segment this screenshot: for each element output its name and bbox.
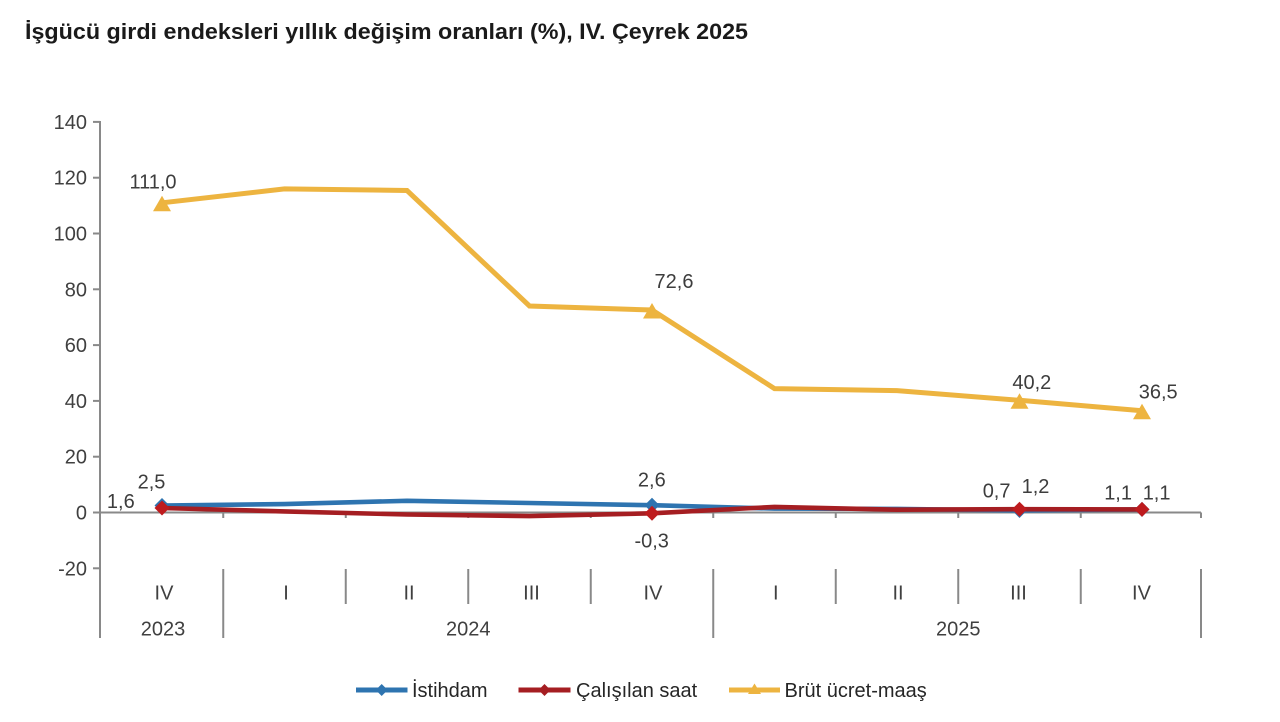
svg-text:1,1: 1,1 bbox=[1104, 483, 1132, 505]
svg-text:140: 140 bbox=[54, 112, 87, 134]
svg-text:40: 40 bbox=[65, 391, 87, 413]
svg-text:-20: -20 bbox=[58, 558, 87, 580]
svg-text:2023: 2023 bbox=[141, 619, 186, 641]
svg-text:Brüt ücret-maaş: Brüt ücret-maaş bbox=[785, 680, 927, 702]
svg-text:100: 100 bbox=[54, 224, 87, 246]
svg-text:IV: IV bbox=[1132, 583, 1152, 605]
svg-text:İstihdam: İstihdam bbox=[412, 679, 488, 702]
svg-text:-0,3: -0,3 bbox=[634, 531, 668, 553]
svg-text:1,2: 1,2 bbox=[1022, 476, 1050, 498]
svg-text:2,6: 2,6 bbox=[638, 470, 666, 492]
svg-text:IV: IV bbox=[644, 583, 664, 605]
svg-text:0,7: 0,7 bbox=[983, 481, 1011, 503]
svg-text:İşgücü girdi endeksleri yıllık: İşgücü girdi endeksleri yıllık değişim o… bbox=[25, 19, 748, 44]
svg-text:36,5: 36,5 bbox=[1139, 382, 1178, 404]
svg-text:Çalışılan saat: Çalışılan saat bbox=[576, 680, 698, 702]
svg-text:III: III bbox=[1010, 583, 1027, 605]
svg-text:111,0: 111,0 bbox=[129, 172, 176, 194]
svg-text:80: 80 bbox=[65, 279, 87, 301]
svg-text:1,6: 1,6 bbox=[107, 491, 135, 513]
svg-text:2,5: 2,5 bbox=[138, 472, 166, 494]
svg-text:IV: IV bbox=[155, 583, 175, 605]
svg-text:II: II bbox=[892, 583, 903, 605]
svg-text:120: 120 bbox=[54, 168, 87, 190]
svg-text:1,1: 1,1 bbox=[1143, 483, 1171, 505]
svg-text:72,6: 72,6 bbox=[655, 271, 694, 293]
svg-text:0: 0 bbox=[76, 503, 87, 525]
svg-text:II: II bbox=[403, 583, 414, 605]
svg-text:40,2: 40,2 bbox=[1012, 372, 1051, 394]
svg-text:2025: 2025 bbox=[936, 619, 981, 641]
svg-text:I: I bbox=[283, 583, 289, 605]
svg-text:20: 20 bbox=[65, 447, 87, 469]
svg-text:III: III bbox=[523, 583, 540, 605]
svg-text:2024: 2024 bbox=[446, 619, 491, 641]
svg-text:I: I bbox=[773, 583, 779, 605]
svg-text:60: 60 bbox=[65, 335, 87, 357]
